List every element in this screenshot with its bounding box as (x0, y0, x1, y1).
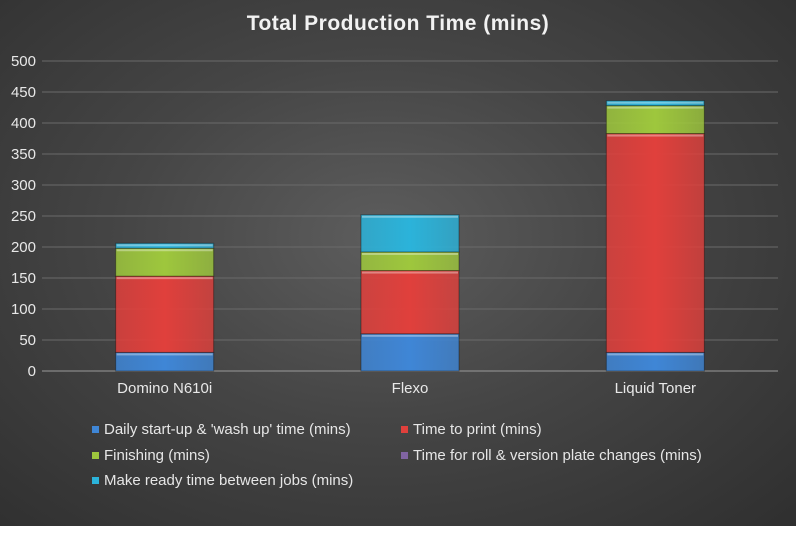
y-tick-label: 400 (11, 115, 36, 132)
x-tick-label: Domino N610i (117, 380, 212, 397)
x-axis-ticks: Domino N610i Flexo Liquid Toner (117, 380, 696, 397)
y-tick-label: 0 (28, 363, 36, 380)
legend-item: Finishing (mins) (92, 447, 210, 464)
chart-title: Total Production Time (mins) (246, 12, 550, 35)
bar-segment (360, 251, 460, 272)
legend-item: Time to print (mins) (401, 421, 542, 438)
bar-segment (605, 105, 705, 135)
bar-segment-highlight (607, 134, 704, 137)
bar-segment (605, 133, 705, 353)
bar-segment-highlight (116, 277, 213, 280)
bar-segment (360, 270, 460, 335)
legend-swatch (92, 426, 99, 433)
legend-label: Daily start-up & 'wash up' time (mins) (104, 421, 351, 438)
x-tick-label: Liquid Toner (615, 380, 696, 397)
x-tick-label: Flexo (392, 380, 429, 397)
y-tick-label: 150 (11, 270, 36, 287)
plot-area: 0 50 100 150 200 250 300 350 400 450 500 Domino N6… (11, 53, 778, 397)
bar-segment-highlight (607, 353, 704, 356)
legend-item: Make ready time between jobs (mins) (92, 472, 353, 489)
legend-label: Time for roll & version plate changes (m… (413, 447, 702, 464)
legend-label: Make ready time between jobs (mins) (104, 472, 354, 489)
chart-panel: Total Production Time (mins) 0 50 100 150 20… (0, 0, 796, 526)
y-axis-ticks: 0 50 100 150 200 250 300 350 400 450 500 (11, 53, 36, 380)
legend-item: Daily start-up & 'wash up' time (mins) (92, 421, 351, 438)
bar-segment-highlight (362, 215, 458, 218)
y-tick-label: 300 (11, 177, 36, 194)
bar-segment (360, 214, 460, 253)
bar-segment-highlight (116, 244, 213, 247)
bar-segment-highlight (116, 353, 213, 356)
bar-segment-highlight (116, 249, 213, 252)
bar-segment (605, 100, 705, 107)
y-tick-label: 250 (11, 208, 36, 225)
bar-segment-highlight (362, 252, 458, 255)
legend-swatch (92, 452, 99, 459)
bar-segment-highlight (362, 334, 458, 337)
bar-segment-highlight (607, 106, 704, 109)
bar-segment (115, 275, 215, 353)
bar-segment (115, 242, 215, 249)
y-tick-label: 200 (11, 239, 36, 256)
y-tick-label: 100 (11, 301, 36, 318)
legend-swatch (92, 477, 99, 484)
bar-segment-highlight (362, 271, 458, 274)
bars (115, 100, 705, 372)
legend-swatch (401, 426, 408, 433)
bar-segment (360, 333, 460, 372)
y-tick-label: 350 (11, 146, 36, 163)
legend-label: Time to print (mins) (413, 421, 542, 438)
y-tick-label: 50 (19, 332, 36, 349)
bar-segment-highlight (607, 101, 704, 104)
legend-swatch (401, 452, 408, 459)
y-tick-label: 500 (11, 53, 36, 70)
bar-segment (115, 247, 215, 277)
y-tick-label: 450 (11, 84, 36, 101)
legend: Daily start-up & 'wash up' time (mins) Ti… (92, 421, 792, 501)
legend-label: Finishing (mins) (104, 447, 210, 464)
legend-item: Time for roll & version plate changes (m… (401, 447, 702, 464)
